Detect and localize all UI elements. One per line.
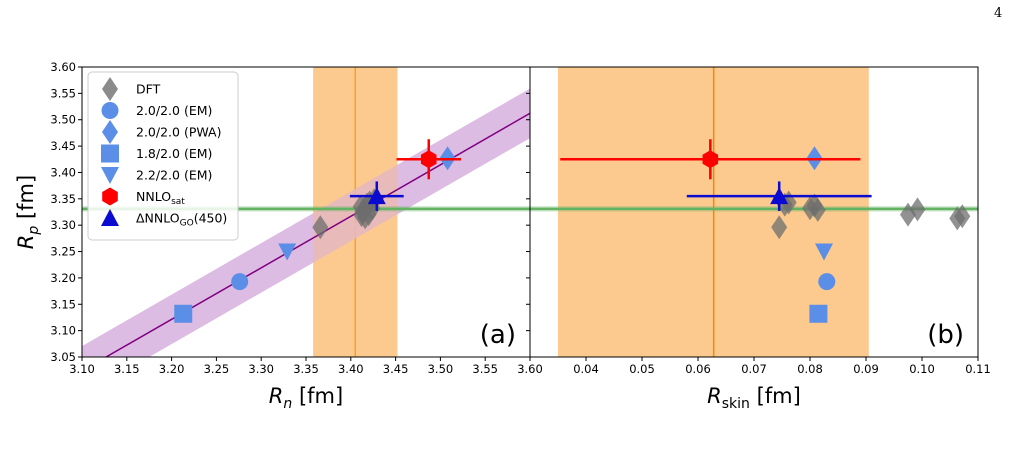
x-tick-label: 3.50 <box>428 362 454 376</box>
panel-label: (b) <box>927 320 964 350</box>
legend-marker <box>101 167 119 184</box>
data-point <box>174 304 193 323</box>
panel-a: 3.10 3.15 3.20 3.25 3.30 3.35 3.40 3.45 3.50 3.55… <box>50 60 543 412</box>
y-tick-label: 3.15 <box>50 297 76 311</box>
data-point <box>770 187 789 205</box>
data-point <box>702 150 719 169</box>
y-tick-label: 3.10 <box>50 324 76 338</box>
data-point <box>818 273 836 291</box>
legend-item: 2.0/2.0 (EM) <box>101 102 212 119</box>
x-tick-label: 3.45 <box>383 362 409 376</box>
legend-item: NNLOsat <box>102 187 185 207</box>
x-tick-label: 3.40 <box>338 362 364 376</box>
legend-label: 1.8/2.0 (EM) <box>136 146 212 161</box>
page-number: 4 <box>994 6 1003 21</box>
legend-label: 2.2/2.0 (EM) <box>136 168 212 183</box>
legend-item: ΔNNLOGO(450) <box>101 209 227 229</box>
x-tick-label: 0.09 <box>853 362 879 376</box>
x-tick-label: 0.05 <box>629 362 655 376</box>
data-point <box>231 273 249 291</box>
x-tick-label: 3.60 <box>517 362 543 376</box>
data-point <box>815 243 833 261</box>
x-tick-label: 3.15 <box>114 362 140 376</box>
correlation-band <box>82 88 530 357</box>
legend-item: 2.2/2.0 (EM) <box>101 167 212 184</box>
y-axis-label: Rp [fm] <box>14 175 42 249</box>
data-point <box>809 304 828 323</box>
x-tick-label: 0.07 <box>741 362 767 376</box>
legend-marker <box>101 209 119 226</box>
y-tick-label: 3.40 <box>50 165 76 179</box>
y-tick-label: 3.35 <box>50 192 76 206</box>
legend-marker <box>102 120 118 144</box>
y-tick-label: 3.30 <box>50 218 76 232</box>
data-point <box>278 243 297 261</box>
legend-label: NNLOsat <box>136 189 185 207</box>
legend-marker <box>102 187 118 206</box>
legend-label: 2.0/2.0 (EM) <box>136 103 212 118</box>
y-tick-label: 3.60 <box>50 60 76 74</box>
x-tick-label: 0.04 <box>573 362 599 376</box>
data-point <box>367 187 386 205</box>
legend-item: 1.8/2.0 (EM) <box>101 144 212 163</box>
legend-label: 2.0/2.0 (PWA) <box>136 125 221 140</box>
y-tick-label: 3.20 <box>50 271 76 285</box>
legend-label: ΔNNLOGO(450) <box>136 211 227 229</box>
y-tick-label: 3.25 <box>50 245 76 259</box>
x-tick-label: 3.35 <box>293 362 319 376</box>
x-tick-label: 3.25 <box>204 362 230 376</box>
legend-label: DFT <box>136 82 161 97</box>
y-tick-label: 3.05 <box>50 350 76 364</box>
plot-area-a <box>82 67 530 357</box>
correlation-line <box>104 112 530 357</box>
data-point <box>954 204 971 229</box>
x-axis-label: Rskin [fm] <box>707 384 801 412</box>
data-point <box>809 197 826 222</box>
plot-area-b <box>530 67 978 357</box>
x-tick-label: 3.30 <box>248 362 274 376</box>
y-tick-label: 3.45 <box>50 139 76 153</box>
y-tick-label: 3.55 <box>50 86 76 100</box>
legend-box <box>87 71 239 241</box>
legend-marker <box>102 77 118 101</box>
y-tick-label: 3.50 <box>50 113 76 127</box>
x-tick-label: 3.20 <box>159 362 185 376</box>
data-point <box>909 197 926 222</box>
legend-item: DFT <box>102 77 161 101</box>
data-point <box>420 150 437 169</box>
data-point <box>771 215 788 240</box>
x-tick-label: 0.10 <box>909 362 935 376</box>
x-tick-label: 0.06 <box>685 362 711 376</box>
legend: DFT 2.0/2.0 (EM) 2.0/2.0 (PWA) 1.8/2.0 (EM)… <box>87 71 239 241</box>
legend-item: 2.0/2.0 (PWA) <box>102 120 221 144</box>
panel-label: (a) <box>480 320 516 350</box>
panel-b: 0.04 0.05 0.06 0.07 0.08 0.09 0.10 0.11 Rskin [f… <box>526 66 991 412</box>
x-tick-label: 0.11 <box>965 362 991 376</box>
legend-marker <box>101 144 119 163</box>
legend-marker <box>101 102 119 119</box>
x-tick-label: 3.55 <box>472 362 498 376</box>
x-tick-label: 3.10 <box>69 362 95 376</box>
data-point <box>312 215 329 240</box>
x-tick-label: 0.08 <box>797 362 823 376</box>
x-axis-label: Rn [fm] <box>269 384 343 412</box>
